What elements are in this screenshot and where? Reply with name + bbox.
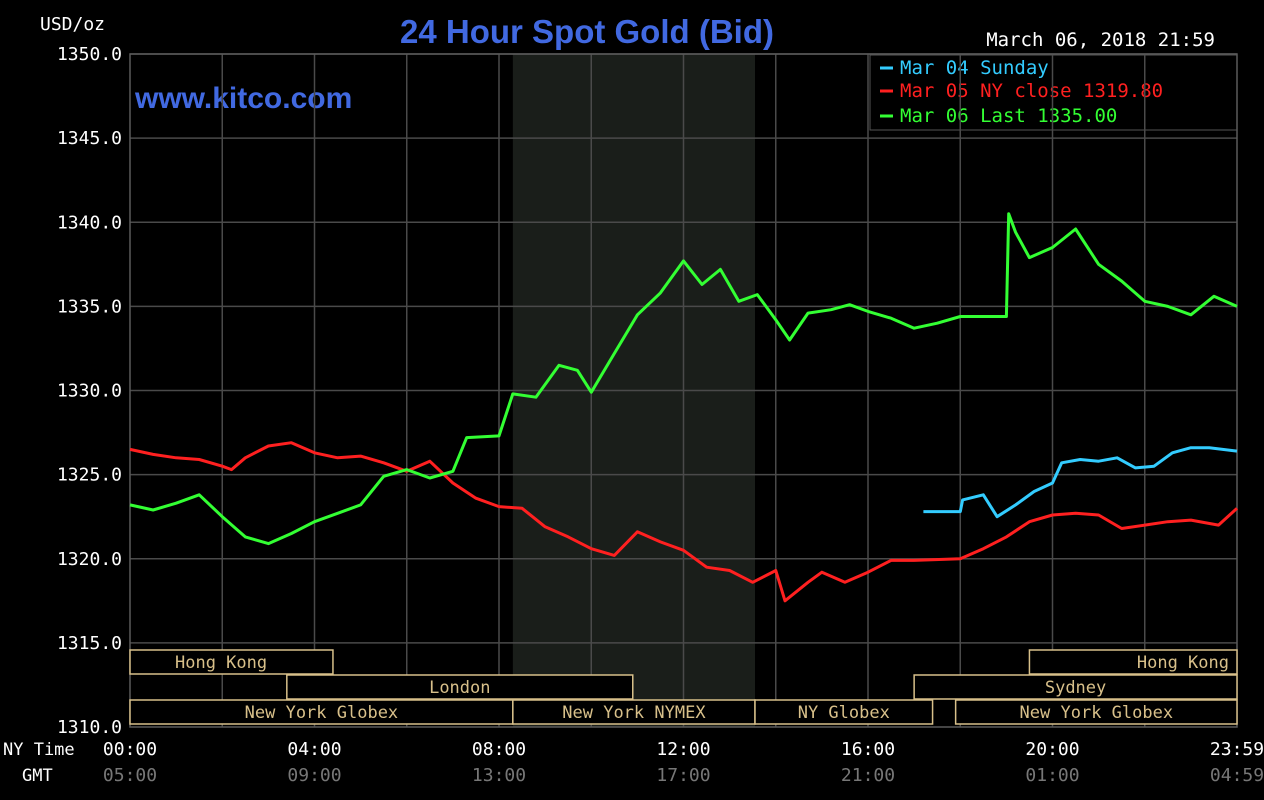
session-bar (1028, 649, 1238, 675)
session-bar (954, 699, 1238, 725)
session-label: NY Globex (798, 703, 890, 723)
session-bar (913, 674, 1238, 700)
x-tick-gmt: 01:00 (1025, 765, 1079, 786)
session-label: Sydney (1045, 678, 1106, 698)
legend-item-last: Mar 06 Last 1335.00 (900, 105, 1117, 127)
series-line-0 (923, 446, 1238, 519)
gmt-label: GMT (22, 766, 53, 786)
y-tick-label: 1325.0 (57, 465, 122, 486)
x-tick-ny: 23:59 (1210, 739, 1264, 760)
x-tick-gmt: 05:00 (103, 765, 157, 786)
y-tick-label: 1315.0 (57, 633, 122, 654)
x-tick-gmt: 09:00 (287, 765, 341, 786)
x-tick-gmt: 04:59 (1210, 765, 1264, 786)
kitco-watermark: www.kitco.com (134, 82, 352, 115)
y-tick-label: 1335.0 (57, 296, 122, 317)
y-tick-label: 1320.0 (57, 549, 122, 570)
y-tick-label: 1310.0 (57, 717, 122, 738)
plot-frame (129, 53, 1238, 728)
chart-datetime: March 06, 2018 21:59 (986, 29, 1215, 51)
legend-item-sunday: Mar 04 Sunday (900, 57, 1049, 79)
x-tick-ny: 12:00 (656, 739, 710, 760)
session-bar (129, 699, 514, 725)
session-bar (129, 649, 334, 675)
session-label: New York Globex (245, 703, 399, 723)
session-bar (512, 699, 756, 725)
x-tick-ny: 00:00 (103, 739, 157, 760)
session-label: London (429, 678, 490, 698)
series-line-1 (129, 441, 1239, 603)
x-tick-ny: 16:00 (841, 739, 895, 760)
legend-box (869, 54, 1238, 131)
x-tick-ny: 20:00 (1025, 739, 1079, 760)
session-label: Hong Kong (175, 653, 267, 673)
x-tick-ny: 08:00 (472, 739, 526, 760)
x-tick-gmt: 13:00 (472, 765, 526, 786)
session-label: New York NYMEX (562, 703, 706, 723)
session-bar (754, 699, 934, 725)
y-tick-label: 1345.0 (57, 128, 122, 149)
y-tick-label: 1350.0 (57, 44, 122, 65)
series-line-2 (129, 212, 1238, 546)
y-tick-label: 1340.0 (57, 212, 122, 233)
x-tick-ny: 04:00 (287, 739, 341, 760)
legend: Mar 04 Sunday Mar 05 NY close 1319.80 Ma… (869, 54, 1238, 131)
y-tick-label: 1330.0 (57, 381, 122, 402)
x-tick-gmt: 21:00 (841, 765, 895, 786)
session-label: New York Globex (1020, 703, 1174, 723)
session-label: Hong Kong (1137, 653, 1229, 673)
x-tick-gmt: 17:00 (656, 765, 710, 786)
chart-plot-area: 1310.0 1315.0 1320.0 1325.0 1330.0 1335.0 1340… (57, 44, 1264, 786)
y-axis-label: USD/oz (40, 14, 105, 35)
legend-item-close: Mar 05 NY close 1319.80 (900, 80, 1163, 102)
chart-title: 24 Hour Spot Gold (Bid) (400, 13, 774, 50)
session-bar (286, 674, 634, 700)
ny-time-label: NY Time (3, 740, 75, 760)
